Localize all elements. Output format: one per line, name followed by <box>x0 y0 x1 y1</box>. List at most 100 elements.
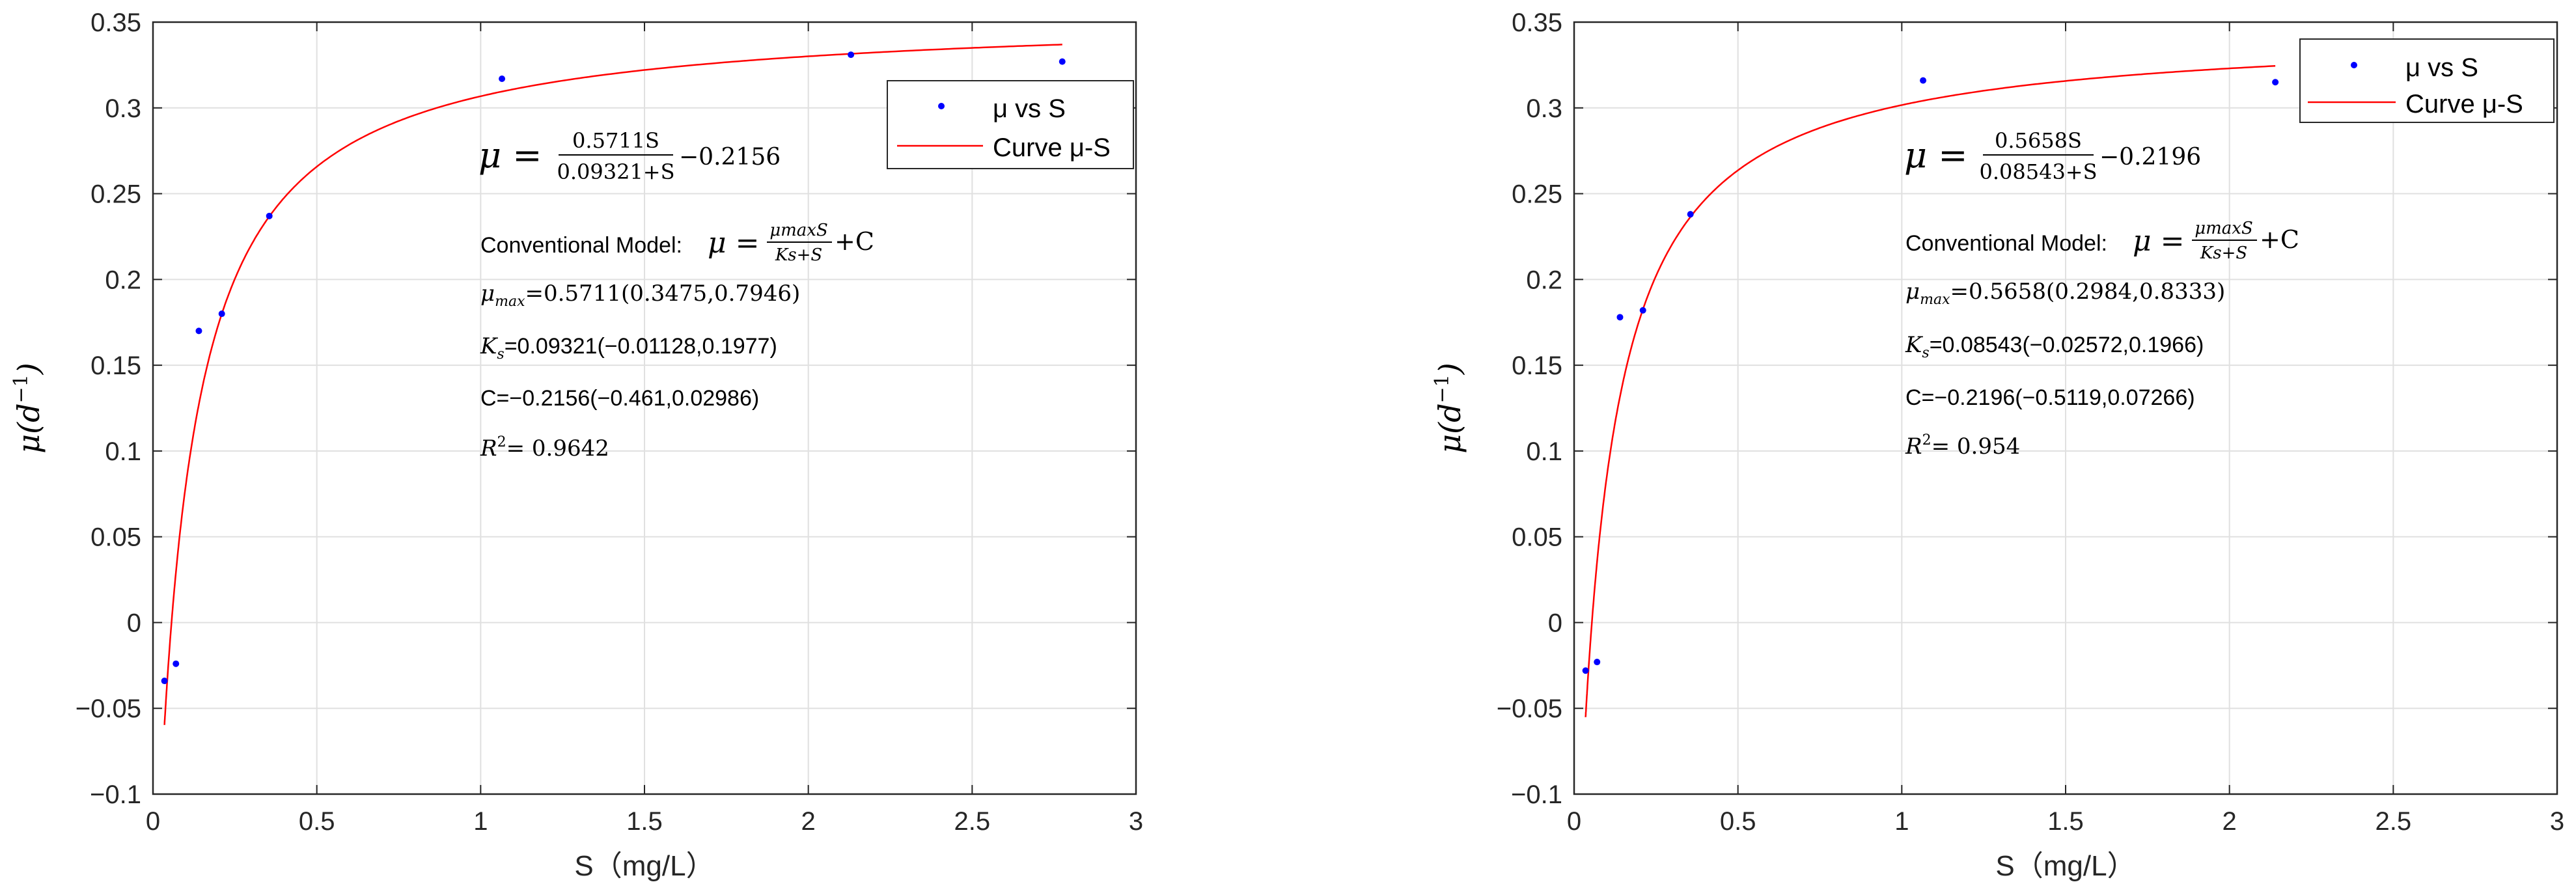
fit-equation-denominator: 0.09321+S <box>557 159 674 184</box>
y-tick-label: 0 <box>1548 609 1562 637</box>
data-point <box>1639 307 1646 314</box>
model-description: Conventional Model: μ = μmaxS Ks+S +C μm… <box>1905 219 2299 460</box>
legend: μ vs S Curve μ-S <box>887 80 1134 169</box>
data-points-layer <box>161 51 1066 685</box>
tick-marks <box>1573 21 2558 795</box>
legend-marker-points <box>938 103 945 109</box>
x-axis-label: S（mg/L） <box>1995 850 2135 882</box>
data-point <box>1687 211 1694 218</box>
tick-marks <box>152 21 1137 795</box>
legend-label-curve: Curve μ-S <box>2405 90 2523 118</box>
model-label: Conventional Model: <box>480 233 682 258</box>
y-tick-label: −0.05 <box>1497 695 1562 723</box>
left-panel: 0 0.5 1 1.5 2 2.5 3 −0.1 −0.05 0 0.05 0.1 0.15 0.2 0.2… <box>10 8 1143 882</box>
y-tick-label: 0 <box>127 609 141 637</box>
mu-max-value: =0.5711(0.3475,0.7946) <box>525 281 801 307</box>
fit-equation-numerator: 0.5658S <box>1995 128 2082 153</box>
mu-max-line: μmax=0.5711(0.3475,0.7946) <box>480 281 800 310</box>
data-point <box>1920 77 1927 84</box>
y-tick-label: 0.05 <box>1512 523 1562 552</box>
tick-labels: 0 0.5 1 1.5 2 2.5 3 −0.1 −0.05 0 0.05 0.1 0.15 0.2 0.2… <box>76 8 1143 836</box>
y-tick-label: 0.35 <box>1512 8 1562 37</box>
data-point <box>499 75 506 82</box>
fit-equation-constant: −0.2156 <box>679 144 781 171</box>
data-point <box>848 51 855 59</box>
y-tick-label: 0.15 <box>90 351 141 380</box>
x-tick-label: 0.5 <box>1720 807 1756 836</box>
fit-equation: μ = 0.5711S 0.09321+S −0.2156 <box>478 128 781 184</box>
legend: μ vs S Curve μ-S <box>2299 38 2555 123</box>
x-tick-label: 3 <box>1129 807 1143 836</box>
y-axis-label: μ(d−1) <box>10 363 46 453</box>
y-tick-label: 0.05 <box>90 523 141 552</box>
model-mu: μ = <box>2133 225 2184 258</box>
tick-labels: 0 0.5 1 1.5 2 2.5 3 −0.1 −0.05 0 0.05 0.1 0.15 0.2 0.2… <box>1497 8 2564 836</box>
ks-line: Ks=0.09321(−0.01128,0.1977) <box>480 333 777 363</box>
data-point <box>218 310 225 318</box>
x-tick-label: 0 <box>146 807 160 836</box>
legend-marker-points <box>2351 62 2357 68</box>
x-tick-label: 1.5 <box>2047 807 2084 836</box>
legend-label-curve: Curve μ-S <box>993 133 1111 162</box>
model-denominator: Ks+S <box>775 245 822 265</box>
model-numerator: μmaxS <box>769 221 828 240</box>
model-mu: μ = <box>708 227 759 260</box>
r2-value: = 0.954 <box>1932 434 2021 460</box>
data-point <box>1582 667 1589 674</box>
model-denominator: Ks+S <box>2200 243 2247 263</box>
fit-equation-denominator: 0.08543+S <box>1979 159 2097 184</box>
fit-equation-numerator: 0.5711S <box>572 128 659 153</box>
legend-box <box>2299 38 2555 123</box>
y-tick-label: 0.25 <box>1512 180 1562 209</box>
fit-curve-layer <box>163 44 1062 725</box>
y-tick-label: 0.25 <box>90 180 141 209</box>
x-tick-label: 2.5 <box>2375 807 2412 836</box>
legend-box <box>887 80 1134 169</box>
y-tick-label: −0.1 <box>90 780 141 809</box>
legend-label-points: μ vs S <box>993 94 1066 123</box>
right-panel: 0 0.5 1 1.5 2 2.5 3 −0.1 −0.05 0 0.05 0.1 0.15 0.2 0.2… <box>1431 8 2564 882</box>
fit-curve <box>163 44 1062 725</box>
x-tick-label: 2.5 <box>954 807 991 836</box>
ks-value: =0.09321(−0.01128,0.1977) <box>505 334 777 359</box>
data-points-layer <box>1582 77 2279 674</box>
data-point <box>2272 79 2279 86</box>
y-tick-label: −0.05 <box>76 695 141 723</box>
model-description: Conventional Model: μ = μmaxS Ks+S +C μm… <box>480 221 874 461</box>
model-label: Conventional Model: <box>1905 231 2107 256</box>
y-tick-label: 0.1 <box>105 437 141 466</box>
ks-value: =0.08543(−0.02572,0.1966) <box>1930 333 2204 357</box>
fit-equation-lhs: μ = <box>1904 135 1968 176</box>
y-tick-label: 0.2 <box>1526 266 1562 294</box>
x-tick-label: 1 <box>1894 807 1909 836</box>
data-point <box>266 212 273 219</box>
x-tick-label: 1 <box>473 807 488 836</box>
model-suffix: +C <box>835 227 874 256</box>
y-tick-label: 0.35 <box>90 8 141 37</box>
fit-curve-layer <box>1585 65 2276 717</box>
fit-equation: μ = 0.5658S 0.08543+S −0.2196 <box>1904 128 2201 184</box>
fit-curve <box>1585 65 2276 717</box>
legend-label-points: μ vs S <box>2405 53 2478 82</box>
y-tick-label: 0.2 <box>105 266 141 294</box>
y-tick-label: 0.15 <box>1512 351 1562 380</box>
ks-line: Ks=0.08543(−0.02572,0.1966) <box>1905 332 2204 361</box>
c-line: C=−0.2196(−0.5119,0.07266) <box>1905 385 2195 410</box>
y-tick-label: 0.3 <box>1526 94 1562 123</box>
data-point <box>1059 58 1066 65</box>
data-point <box>1594 659 1601 666</box>
mu-max-value: =0.5658(0.2984,0.8333) <box>1950 279 2226 305</box>
r2-line: R2= 0.954 <box>1905 432 2020 460</box>
x-tick-label: 2 <box>2223 807 2237 836</box>
y-tick-label: 0.3 <box>105 94 141 123</box>
data-point <box>173 660 180 667</box>
x-tick-label: 1.5 <box>626 807 663 836</box>
r2-line: R2= 0.9642 <box>480 434 609 461</box>
x-tick-label: 0.5 <box>299 807 335 836</box>
c-line: C=−0.2156(−0.461,0.02986) <box>480 386 759 411</box>
fit-equation-constant: −0.2196 <box>2099 144 2201 171</box>
model-numerator: μmaxS <box>2195 219 2253 238</box>
mu-max-line: μmax=0.5658(0.2984,0.8333) <box>1905 279 2225 308</box>
data-point <box>195 327 202 335</box>
